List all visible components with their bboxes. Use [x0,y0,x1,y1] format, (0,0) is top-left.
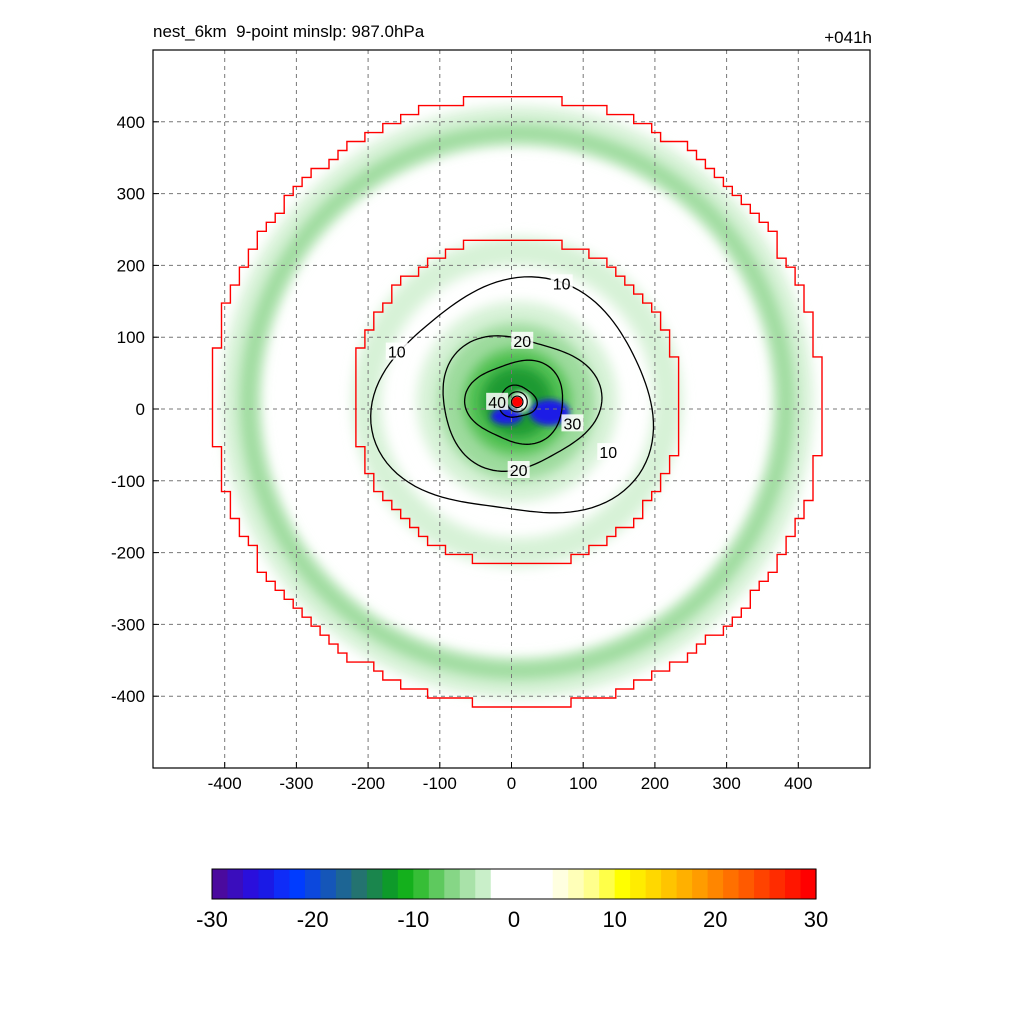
contour-label-bg-4 [507,461,530,479]
x-tick-label-0: 0 [507,774,516,793]
contour-label-3: 20 [513,334,531,351]
x-tick-label-400: 400 [784,774,812,793]
contour-lines: 10 10 10 20 20 30 40 [370,274,655,514]
colorbar-swatch-8 [335,869,352,899]
y-tick-label-300: 300 [117,185,145,204]
y-tick-label--400: -400 [111,687,145,706]
contour-label-bg-0 [550,274,573,292]
contour-10 [370,276,655,514]
contour-20 [442,335,603,472]
x-tick-label-200: 200 [641,774,669,793]
colorbar-swatch-0 [212,869,229,899]
plot-area: 10 10 10 20 20 30 40 [153,50,870,768]
contour-label-bg-1 [385,342,408,360]
colorbar-swatch-11 [382,869,399,899]
colorbar-swatch-23 [568,869,585,899]
colorbar-tick-label-20: 20 [703,907,727,932]
contour-label-5: 30 [564,416,582,433]
colorbar-swatch-15 [444,869,461,899]
field-shading [221,106,813,698]
colorbar-swatch-26 [614,869,631,899]
colorbar-swatch-10 [366,869,383,899]
y-tick-label-200: 200 [117,256,145,275]
colorbar: -30 -20 -10 0 10 20 30 [196,868,828,932]
contour-label-0: 10 [553,276,571,293]
contour-label-bg-2 [597,443,620,461]
colorbar-swatch-7 [320,869,337,899]
colorbar-swatch-33 [723,869,740,899]
x-tick-label--400: -400 [208,774,242,793]
contour-label-bg-6 [486,392,509,410]
colorbar-tick-label--30: -30 [196,907,228,932]
colorbar-swatch-21 [537,869,554,899]
red-boundary-inner [355,239,680,565]
x-tick-label-100: 100 [569,774,597,793]
colorbar-frame [211,868,817,900]
forecast-hour-label: +041h [824,28,872,47]
contour-core-0 [510,395,524,409]
contour-label-4: 20 [510,463,528,480]
colorbar-swatch-24 [583,869,600,899]
colorbar-swatch-36 [769,869,786,899]
shaded-ring-1 [239,123,796,680]
contour-30 [463,359,564,445]
shaded-ring-2 [352,236,683,567]
colorbar-swatch-3 [258,869,275,899]
colorbar-swatch-30 [676,869,693,899]
colorbar-tick-label-10: 10 [602,907,626,932]
colorbar-tick-label--10: -10 [397,907,429,932]
storm-center-dot [512,396,523,407]
colorbar-swatch-13 [413,869,430,899]
colorbar-swatch-1 [227,869,244,899]
colorbar-swatch-31 [692,869,709,899]
y-tick-label-100: 100 [117,328,145,347]
colorbar-swatch-25 [599,869,616,899]
colorbar-tick-label-30: 30 [804,907,828,932]
colorbar-swatch-16 [459,869,476,899]
colorbar-swatch-17 [475,869,492,899]
chart-title: nest_6km 9-point minslp: 987.0hPa [153,22,425,41]
contour-label-1: 10 [388,345,406,362]
y-tick-label-0: 0 [136,400,145,419]
colorbar-tick-label-0: 0 [508,907,520,932]
y-tick-label--200: -200 [111,544,145,563]
colorbar-tick-label--20: -20 [297,907,329,932]
red-boundary-outer [211,96,823,708]
y-tick-label--300: -300 [111,615,145,634]
contour-label-2: 10 [599,445,617,462]
contour-label-6: 40 [488,395,506,412]
colorbar-swatch-6 [304,869,322,899]
colorbar-swatch-20 [521,869,538,899]
colorbar-swatch-27 [630,869,647,899]
y-axis: -400 -300 -200 -100 0 100 200 300 400 [111,113,159,706]
colorbar-swatch-37 [785,869,802,899]
colorbar-swatch-19 [506,869,523,899]
colorbar-swatch-22 [552,869,569,899]
x-tick-label-300: 300 [712,774,740,793]
x-axis: -400 -300 -200 -100 0 100 200 300 400 [208,762,812,793]
colorbar-swatch-35 [754,869,771,899]
contour-label-bg-5 [561,414,584,432]
x-tick-label--300: -300 [279,774,313,793]
colorbar-swatch-18 [490,869,507,899]
colorbar-swatch-14 [428,869,445,899]
colorbar-swatch-9 [351,869,368,899]
x-tick-label--200: -200 [351,774,385,793]
colorbar-swatch-32 [707,869,724,899]
colorbar-swatch-34 [738,869,755,899]
colorbar-swatch-4 [273,869,291,899]
red-boundaries [211,96,823,708]
colorbar-swatch-28 [645,869,662,899]
colorbar-swatch-5 [289,869,306,899]
x-tick-label--100: -100 [423,774,457,793]
y-tick-label--100: -100 [111,472,145,491]
colorbar-swatch-12 [397,869,414,899]
contour-label-bg-3 [511,331,534,349]
colorbar-swatch-29 [661,869,678,899]
colorbar-swatch-2 [242,869,260,899]
y-tick-label-400: 400 [117,113,145,132]
storm-center-group [512,396,523,407]
colorbar-swatch-38 [800,869,817,899]
